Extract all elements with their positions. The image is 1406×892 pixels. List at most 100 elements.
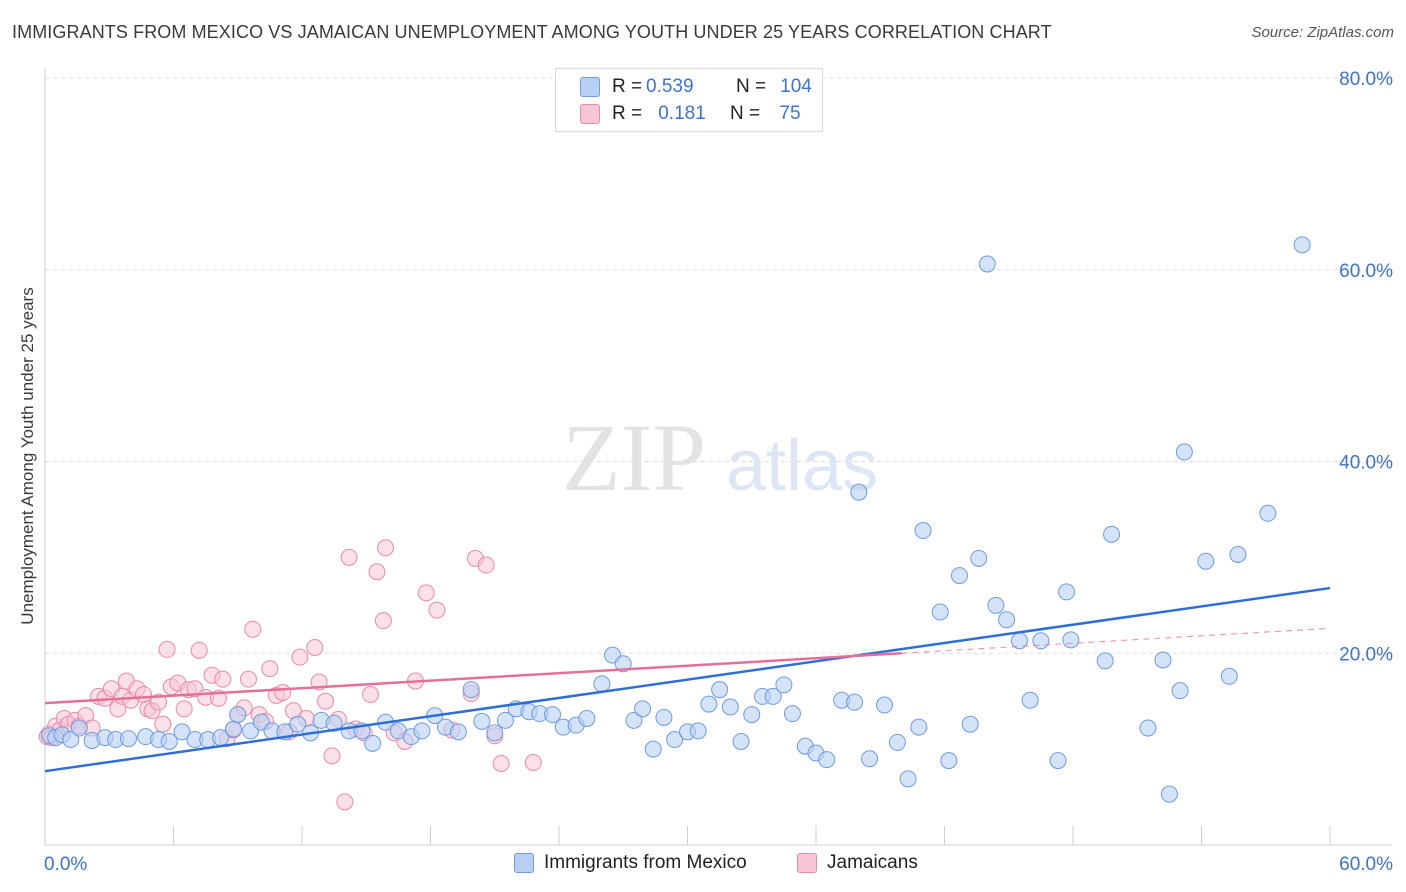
data-point-mexico [764,687,782,705]
data-point-jamaicans [244,620,262,638]
data-point-jamaicans [239,670,257,688]
blue-swatch-icon [514,853,534,873]
data-point-mexico [1171,682,1189,700]
data-point-mexico [721,698,739,716]
data-point-mexico [850,483,868,501]
legend-label-jamaicans: Jamaicans [827,852,918,873]
data-point-mexico [743,706,761,724]
legend-item-mexico[interactable]: Immigrants from Mexico [514,852,747,874]
data-point-mexico [1259,504,1277,522]
series-jamaicans-points [38,539,542,811]
data-point-mexico [1220,667,1238,685]
trend-line-jamaicans [44,652,902,705]
data-point-mexico [289,715,307,733]
data-point-jamaicans [175,700,193,718]
data-point-mexico [961,715,979,733]
data-point-mexico [614,655,632,673]
data-point-mexico [1049,752,1067,770]
data-point-mexico [783,705,801,723]
n-label: N = [730,103,761,124]
data-point-jamaicans [291,648,309,666]
data-point-mexico [910,718,928,736]
data-point-mexico [1139,719,1157,737]
data-point-mexico [1197,552,1215,570]
legend-item-jamaicans[interactable]: Jamaicans [797,852,918,874]
n-value-jamaicans: 75 [779,103,801,124]
data-point-mexico [861,750,879,768]
data-point-mexico [625,711,643,729]
data-point-jamaicans [340,548,358,566]
data-point-mexico [644,740,662,758]
data-point-mexico [496,711,514,729]
data-point-mexico [634,700,652,718]
data-point-mexico [711,681,729,699]
data-point-mexico [173,723,191,741]
data-point-mexico [914,522,932,540]
data-point-mexico [160,732,178,750]
data-point-mexico [940,752,958,770]
data-point-mexico [1032,632,1050,650]
data-point-mexico [413,722,431,740]
data-point-mexico [978,255,996,273]
watermark-zip: ZIP [562,404,706,511]
data-point-mexico [486,724,504,742]
data-point-jamaicans [306,638,324,656]
data-point-mexico [70,719,88,737]
stats-legend-row-jamaicans: R = 0.181 N = 75 [580,102,812,126]
pink-swatch-icon [797,853,817,873]
data-point-jamaicans [368,563,386,581]
data-point-jamaicans [374,612,392,630]
regression-lines [44,586,1331,773]
data-point-mexico [666,731,684,749]
data-point-mexico [1175,443,1193,461]
data-point-mexico [1096,652,1114,670]
data-point-mexico [1058,583,1076,601]
data-point-jamaicans [323,747,341,765]
data-point-mexico [655,708,673,726]
data-point-jamaicans [150,693,168,711]
source-credit: Source: ZipAtlas.com [1251,24,1394,41]
data-point-jamaicans [135,685,153,703]
data-point-jamaicans [214,670,232,688]
data-point-mexico [732,732,750,750]
data-point-mexico [229,706,247,724]
data-point-jamaicans [524,754,542,772]
y-tick-label: 80.0% [1339,69,1393,90]
data-point-jamaicans [477,556,495,574]
y-axis-label: Unemployment Among Youth under 25 years [18,287,37,625]
data-point-jamaicans [492,755,510,773]
data-point-mexico [1021,691,1039,709]
tick-labels: 20.0% 40.0% 60.0% 80.0% 0.0% 60.0% [44,69,1393,875]
stats-legend: R = 0.539 N = 104 R = 0.181 N = 75 [555,68,823,132]
r-label: R = [612,76,643,97]
y-tick-label: 20.0% [1339,644,1393,665]
data-point-mexico [325,714,343,732]
chart-title: IMMIGRANTS FROM MEXICO VS JAMAICAN UNEMP… [12,22,1052,42]
data-point-mexico [998,611,1016,629]
data-point-mexico [473,712,491,730]
data-point-mexico [1293,236,1311,254]
data-point-mexico [700,695,718,713]
data-point-mexico [593,675,611,693]
n-label: N = [736,76,767,97]
data-point-mexico [970,549,988,567]
trend-line-jamaicans-extension [901,627,1331,654]
data-point-mexico [846,693,864,711]
data-point-jamaicans [362,685,380,703]
data-point-mexico [1154,651,1172,669]
watermark: ZIP atlas [562,404,878,511]
x-tick-label: 0.0% [44,854,87,875]
r-label: R = [612,103,643,124]
data-point-mexico [462,681,480,699]
data-point-mexico [62,731,80,749]
data-point-jamaicans [428,601,446,619]
data-point-mexico [1229,545,1247,563]
data-point-mexico [364,734,382,752]
data-point-mexico [950,567,968,585]
legend-label-mexico: Immigrants from Mexico [544,852,747,873]
data-point-mexico [449,723,467,741]
trend-line-mexico [44,586,1331,773]
y-tick-label: 40.0% [1339,453,1393,474]
data-point-mexico [120,730,138,748]
data-point-mexico [1062,631,1080,649]
